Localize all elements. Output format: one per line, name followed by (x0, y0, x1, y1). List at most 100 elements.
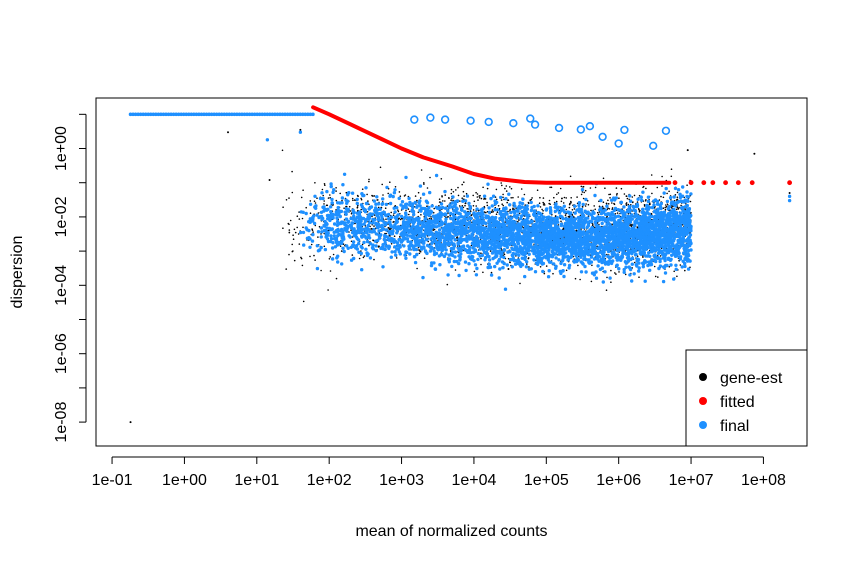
gene-est-point (340, 250, 343, 252)
gene-est-point (397, 209, 399, 211)
gene-est-point (357, 209, 359, 212)
final-point (381, 265, 385, 269)
gene-est-point (320, 269, 322, 272)
gene-est-point (387, 226, 390, 229)
final-point (620, 209, 625, 213)
gene-est-point (680, 204, 682, 207)
final-point (586, 216, 590, 220)
gene-est-point (480, 197, 483, 200)
gene-est-point (615, 187, 618, 189)
final-point (509, 210, 513, 215)
final-point (407, 247, 411, 251)
final-point (673, 186, 678, 191)
final-point (630, 256, 635, 261)
gene-est-point (611, 208, 613, 210)
gene-est-point (366, 193, 368, 196)
gene-est-point (418, 249, 421, 251)
gene-est-point (662, 196, 665, 199)
gene-est-point (426, 187, 429, 189)
final-point (529, 200, 533, 205)
gene-est-point (485, 211, 487, 214)
final-point (424, 216, 428, 220)
final-point (407, 244, 411, 248)
final-point (573, 204, 577, 208)
gene-est-point (662, 207, 665, 209)
gene-est-point (450, 199, 452, 201)
final-point (559, 261, 563, 266)
final-point (592, 257, 597, 261)
gene-est-point (300, 256, 302, 259)
final-point (461, 199, 465, 203)
gene-est-point (579, 278, 581, 281)
gene-est-point (318, 225, 321, 228)
gene-est-point (417, 191, 420, 194)
gene-est-point (594, 186, 597, 189)
gene-est-point (305, 206, 308, 209)
final-point (475, 266, 479, 271)
gene-est-point (385, 218, 387, 220)
final-point (456, 246, 461, 250)
final-point (463, 238, 468, 242)
final-point (329, 184, 333, 189)
gene-est-point (506, 201, 509, 204)
gene-est-point (490, 271, 493, 274)
gene-est-point (407, 208, 410, 210)
final-point (502, 255, 506, 260)
gene-est-point (461, 197, 464, 199)
gene-est-point (636, 226, 638, 228)
gene-est-point (495, 213, 498, 215)
gene-est-point (296, 215, 299, 217)
final-point (640, 198, 644, 202)
gene-est-point (563, 196, 566, 199)
gene-est-point (268, 179, 271, 182)
gene-est-point (505, 185, 508, 187)
gene-est-point (483, 198, 485, 200)
gene-est-point (349, 210, 352, 212)
final-point (374, 244, 378, 248)
final-point (484, 221, 488, 226)
final-point (674, 267, 678, 271)
final-point (363, 208, 367, 212)
gene-est-point (477, 199, 479, 201)
final-point (457, 273, 461, 278)
gene-est-point (642, 185, 645, 188)
final-point (487, 206, 491, 210)
final-point (524, 213, 528, 217)
gene-est-point (565, 197, 567, 199)
gene-est-point (580, 193, 583, 196)
final-point (450, 205, 455, 209)
final-point (393, 245, 397, 249)
final-point (577, 201, 582, 205)
final-point (643, 279, 647, 283)
gene-est-point (430, 216, 432, 218)
final-point (554, 266, 558, 270)
final-point (487, 210, 492, 214)
gene-est-point (398, 217, 401, 220)
final-point (623, 211, 627, 215)
gene-est-point (517, 220, 519, 223)
final-point (583, 264, 587, 269)
gene-est-point (565, 269, 568, 272)
final-point (301, 230, 306, 235)
gene-est-point (519, 282, 521, 285)
final-point (308, 245, 312, 249)
final-point (580, 187, 585, 192)
final-point (509, 222, 513, 227)
gene-est-point (676, 199, 678, 201)
final-point (449, 237, 453, 242)
gene-est-point (351, 254, 354, 256)
gene-est-point (590, 209, 592, 212)
gene-est-point (301, 264, 304, 267)
gene-est-point (341, 199, 343, 202)
gene-est-point (288, 197, 290, 199)
final-point (378, 207, 382, 211)
gene-est-point (335, 199, 338, 202)
gene-est-point (609, 193, 612, 196)
gene-est-point (604, 187, 606, 189)
gene-est-point (536, 189, 539, 191)
final-point (355, 201, 359, 206)
gene-est-point (289, 219, 292, 222)
final-point (562, 263, 567, 267)
final-point (389, 255, 393, 259)
final-point (415, 204, 420, 208)
